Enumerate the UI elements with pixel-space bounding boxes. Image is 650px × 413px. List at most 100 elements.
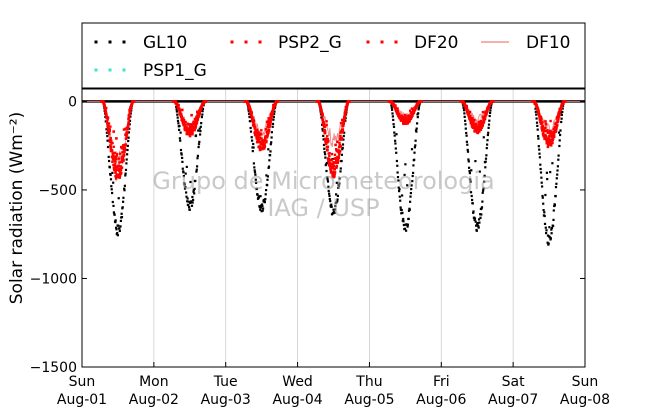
series-gl10-point xyxy=(335,193,338,196)
y-axis-label: Solar radiation (Wm⁻²) xyxy=(7,112,27,304)
series-gl10-point xyxy=(395,133,398,136)
series-gl10-point xyxy=(390,106,393,109)
series-gl10-point xyxy=(185,165,188,168)
series-gl10-point xyxy=(249,130,253,133)
series-gl10-point xyxy=(322,134,325,137)
series-gl10-point xyxy=(258,195,261,198)
series-gl10-point xyxy=(191,195,194,199)
legend-item-psp1-g: PSP1_G xyxy=(94,61,207,81)
series-df20-point xyxy=(111,160,114,164)
series-gl10-point xyxy=(188,206,191,209)
series-df20-point xyxy=(335,149,339,153)
series-psp2-g-point xyxy=(333,153,337,156)
series-gl10-point xyxy=(471,202,474,205)
series-gl10-point xyxy=(198,140,201,143)
series-df10-line xyxy=(82,100,585,182)
x-axis: Sun Aug-01 Mon Aug-02 Tue Aug-03 Wed Aug-04 Thu A… xyxy=(57,362,610,408)
series-psp2-g-point xyxy=(117,157,121,160)
series-df20-point xyxy=(466,111,470,114)
x-tick-label-weekday: Wed xyxy=(282,374,313,390)
series-gl10-point xyxy=(265,189,268,192)
series-df20-point xyxy=(558,113,561,116)
series-gl10-point xyxy=(483,174,486,177)
series-gl10-point xyxy=(125,162,128,165)
series-gl10-point xyxy=(179,139,182,142)
series-gl10-point xyxy=(549,237,552,240)
series-df20-point xyxy=(537,111,540,115)
series-df20-point xyxy=(544,120,547,123)
series-gl10-point xyxy=(253,166,256,169)
series-gl10-point xyxy=(183,182,186,185)
series-gl10-point xyxy=(261,209,264,212)
series-df20-point xyxy=(479,128,483,131)
series-gl10-point xyxy=(550,228,553,231)
series-gl10-point xyxy=(185,195,188,198)
series-psp2-g-point xyxy=(537,109,540,112)
legend-marker-dot xyxy=(244,40,248,44)
x-tick-label-weekday: Thu xyxy=(355,374,382,390)
series-gl10-point xyxy=(484,157,488,160)
series-gl10-point xyxy=(177,122,180,125)
series-psp2-g-point xyxy=(114,151,117,154)
series-psp2-g-point xyxy=(260,137,263,140)
series-psp2-g-point xyxy=(546,130,550,133)
series-gl10-point xyxy=(267,165,271,168)
series-df20-point xyxy=(337,159,340,163)
series-gl10-point xyxy=(338,177,341,180)
series-df20-point xyxy=(326,145,330,149)
series-gl10-point xyxy=(266,175,269,178)
series-df20-point xyxy=(408,119,411,123)
series-gl10-point xyxy=(472,211,475,214)
series-gl10-point xyxy=(113,213,116,216)
series-gl10-point xyxy=(538,152,541,155)
series-gl10-point xyxy=(483,180,486,183)
series-df20-point xyxy=(189,131,192,135)
series-psp2-g-point xyxy=(112,145,115,148)
legend-marker-dot xyxy=(122,68,126,72)
legend-label: PSP1_G xyxy=(143,61,207,81)
series-df20-point xyxy=(329,167,332,171)
series-gl10-point xyxy=(540,181,543,184)
series-df20-point xyxy=(552,132,556,136)
series-df20-point xyxy=(248,108,252,112)
series-df20-point xyxy=(334,158,338,162)
series-df20-point xyxy=(265,135,269,139)
series-df20-point xyxy=(544,122,548,126)
series-gl10-point xyxy=(487,126,490,129)
series-df20-point xyxy=(333,175,336,178)
series-psp2-g-point xyxy=(187,123,190,126)
series-df20-point xyxy=(397,113,401,116)
series-gl10-point xyxy=(417,108,420,111)
series-psp2-g-point xyxy=(105,120,109,123)
series-df20-point xyxy=(122,154,125,158)
series-gl10-point xyxy=(402,223,405,227)
series-df20-point xyxy=(263,138,267,142)
series-df20-point xyxy=(555,127,558,131)
series-gl10-point xyxy=(121,206,124,209)
legend-marker-dot xyxy=(108,68,112,72)
series-gl10-point xyxy=(342,134,345,138)
series-gl10-point xyxy=(122,200,125,203)
series-gl10-point xyxy=(252,142,255,146)
series-df20-point xyxy=(324,142,328,146)
series-gl10-point xyxy=(322,143,326,147)
series-gl10-point xyxy=(124,172,127,175)
series-gl10-point xyxy=(118,227,121,230)
legend-marker-dot xyxy=(94,40,98,44)
series-gl10-point xyxy=(413,158,416,161)
series-psp2-g-point xyxy=(114,175,117,178)
x-tick-label-date: Aug-03 xyxy=(201,392,251,408)
series-gl10-point xyxy=(477,226,480,229)
series-gl10-point xyxy=(339,170,342,173)
series-gl10-point xyxy=(126,148,129,152)
series-gl10-point xyxy=(477,225,480,228)
series-df20-point xyxy=(469,119,473,123)
series-gl10-point xyxy=(247,110,250,113)
series-df20-point xyxy=(106,122,109,125)
series-df20-point xyxy=(557,117,560,120)
series-gl10-point xyxy=(397,179,400,182)
series-df20-point xyxy=(336,140,339,144)
series-gl10-point xyxy=(561,110,564,113)
series-gl10-point xyxy=(410,188,413,191)
